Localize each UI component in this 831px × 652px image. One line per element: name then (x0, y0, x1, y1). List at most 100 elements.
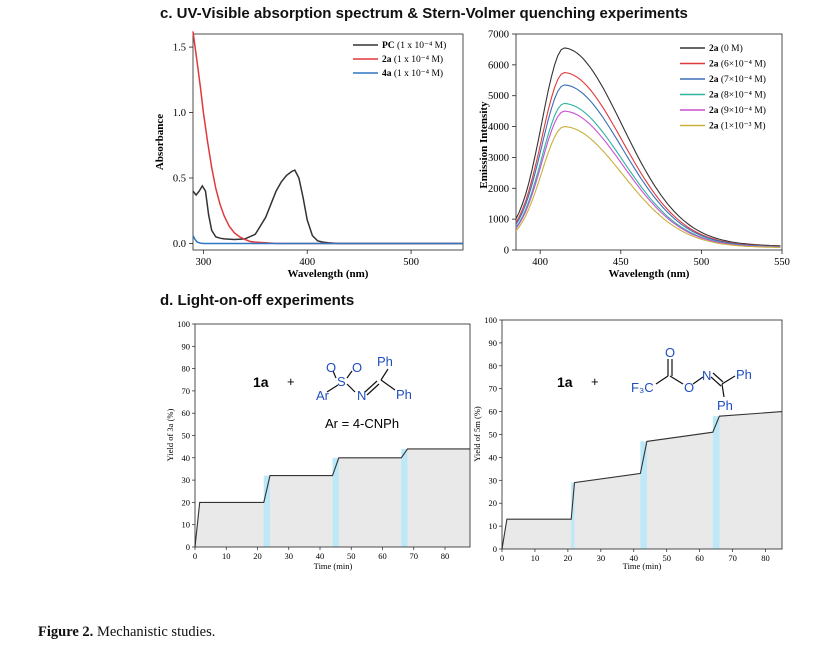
lo2-ytick-label: 80 (489, 361, 498, 371)
sv-xtick-label: 450 (613, 257, 629, 268)
sv-legend: 2a (0 M) 2a (6×10⁻⁴ M) 2a (7×10⁻⁴ M) 2a (8×… (680, 43, 766, 132)
sv-legend-label: 2a (9×10⁻⁴ M) (709, 105, 766, 116)
sv-series-line-4 (515, 110, 781, 248)
sv-xlabel: Wavelength (nm) (609, 268, 690, 280)
lo2-xtick-label: 40 (630, 553, 639, 563)
lo2-ylabel: Yield of 5m (%) (472, 406, 482, 462)
lo1-ytick-label: 100 (177, 319, 190, 329)
lo1-light-on-band (263, 475, 270, 547)
uv-plot-frame (192, 33, 464, 251)
lo1-ylabel: Yield of 3a (%) (165, 409, 175, 462)
sv-xtick-label: 500 (694, 257, 710, 268)
scheme-3a-ph2: Ph (396, 387, 412, 402)
lo1-ytick-label: 60 (182, 408, 191, 418)
uv-xlabel: Wavelength (nm) (288, 268, 369, 280)
scheme-3a-bonds (326, 368, 396, 396)
scheme-3a-ar: Ar (316, 388, 330, 403)
lo1-ytick-label: 50 (182, 431, 191, 441)
sv-ytick-label: 2000 (488, 184, 509, 195)
lo1-ytick-label: 90 (182, 341, 191, 351)
scheme-5m-plus: + (591, 374, 599, 389)
sv-ytick-label: 7000 (488, 30, 509, 41)
lo1-light-on-band (332, 457, 339, 547)
uv-legend-label: PC (1 x 10⁻⁴ M) (382, 40, 446, 51)
lo1-ytick-label: 0 (186, 542, 190, 552)
lo1-xtick-label: 60 (378, 551, 387, 561)
sv-legend-label: 2a (1×10⁻³ M) (709, 121, 766, 132)
scheme-3a-substituent: Ar = 4-CNPh (325, 416, 399, 431)
lo1-xtick-label: 20 (253, 551, 262, 561)
lo2-ytick-label: 10 (489, 521, 498, 531)
section-c-title: c. UV-Visible absorption spectrum & Ster… (160, 5, 688, 22)
sv-ytick-label: 1000 (488, 215, 509, 226)
light-on-off-3a-chart: 0 10 20 30 40 50 60 70 800102030405060708090100 … (165, 319, 471, 571)
sv-legend-label: 2a (0 M) (709, 43, 743, 54)
lo1-xtick-label: 10 (222, 551, 231, 561)
lo2-ytick-label: 100 (484, 315, 497, 325)
sv-legend-label: 2a (7×10⁻⁴ M) (709, 74, 766, 85)
lo1-ytick-label: 20 (182, 497, 191, 507)
uv-xtick-label: 300 (196, 257, 212, 268)
sv-ylabel: Emission Intensity (478, 101, 490, 189)
figure-caption: Figure 2. Mechanistic studies. (38, 624, 215, 641)
lo2-ytick-label: 90 (489, 338, 498, 348)
caption-label: Figure 2. (38, 624, 94, 640)
section-d-title: d. Light-on-off experiments (160, 292, 355, 309)
sv-plot-frame (515, 33, 783, 251)
sv-legend-label: 2a (6×10⁻⁴ M) (709, 59, 766, 70)
scheme-5m-bonds (655, 359, 736, 398)
sv-ytick-label: 5000 (488, 91, 509, 102)
lo2-ytick-label: 60 (489, 407, 498, 417)
lo1-ytick-label: 30 (182, 475, 191, 485)
sv-series-line-0 (515, 47, 781, 247)
lo2-light-on-band (712, 416, 720, 549)
scheme-5m-n: N (702, 368, 711, 383)
scheme-5m-ester-o: O (684, 380, 694, 395)
scheme-3a-o1: O (326, 360, 336, 375)
scheme-5m-carbonyl-o: O (665, 345, 675, 360)
lo2-ytick-label: 40 (489, 452, 498, 462)
sv-series-line-5 (515, 126, 781, 249)
scheme-3a: 1a + Ar S O O N Ph Ph Ar = 4-CNPh (253, 354, 412, 431)
sv-legend-label: 2a (8×10⁻⁴ M) (709, 90, 766, 101)
lo2-light-on-band (640, 441, 647, 549)
uv-ytick-label: 1.5 (173, 43, 186, 54)
caption-text: Mechanistic studies. (93, 624, 216, 640)
uv-ytick-label: 0.5 (173, 174, 186, 185)
scheme-3a-reactant: 1a (253, 374, 269, 390)
scheme-5m-cf3: F₃C (631, 380, 654, 395)
lo2-yield-line (501, 411, 783, 550)
lo1-xlabel: Time (min) (314, 561, 353, 571)
sv-ytick-label: 3000 (488, 153, 509, 164)
lo2-xtick-label: 80 (761, 553, 770, 563)
lo2-ytick-label: 70 (489, 384, 498, 394)
lo2-xtick-label: 50 (662, 553, 671, 563)
lo2-xtick-label: 10 (531, 553, 540, 563)
uv-ylabel: Absorbance (154, 114, 166, 170)
lo1-light-on-band (401, 448, 408, 547)
scheme-3a-ph1: Ph (377, 354, 393, 369)
lo2-xtick-label: 20 (564, 553, 573, 563)
lo1-xtick-label: 0 (193, 551, 197, 561)
sv-xtick-label: 400 (532, 257, 548, 268)
scheme-3a-o2: O (352, 360, 362, 375)
sv-ytick-label: 0 (504, 246, 509, 257)
lo1-xtick-label: 50 (347, 551, 356, 561)
uv-legend-label: 4a (1 x 10⁻⁴ M) (382, 68, 443, 79)
stern-volmer-chart: 400 450 500 550 0 1000 2000 3000 4000 5000 6000 700… (478, 30, 790, 281)
uv-legend: PC (1 x 10⁻⁴ M) 2a (1 x 10⁻⁴ M) 4a (1 x 10… (353, 40, 446, 79)
lo1-ytick-label: 70 (182, 386, 191, 396)
scheme-3a-s: S (337, 374, 346, 389)
sv-ytick-label: 4000 (488, 122, 509, 133)
lo2-xlabel: Time (min) (623, 561, 662, 571)
scheme-5m-ph1: Ph (736, 367, 752, 382)
uv-legend-label: 2a (1 x 10⁻⁴ M) (382, 54, 443, 65)
scheme-3a-n: N (357, 388, 366, 403)
lo1-yield-line (194, 448, 470, 548)
lo1-xtick-label: 30 (285, 551, 294, 561)
lo1-xtick-label: 70 (410, 551, 419, 561)
lo1-ytick-label: 80 (182, 364, 191, 374)
scheme-3a-plus: + (287, 374, 295, 389)
lo2-light-on-band (571, 482, 575, 549)
